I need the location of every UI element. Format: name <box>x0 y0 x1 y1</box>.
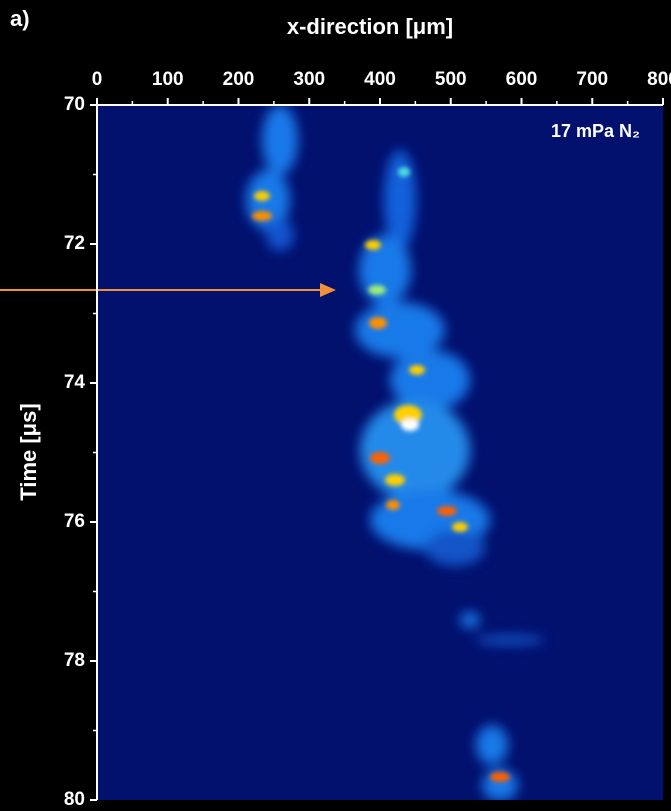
arrow-head <box>320 283 336 297</box>
y-tick-label: 70 <box>64 94 85 115</box>
y-tick-label: 72 <box>64 233 85 254</box>
x-tick-label: 800 <box>647 69 671 90</box>
panel-label: a) <box>10 6 30 31</box>
y-tick-label: 74 <box>64 372 86 393</box>
x-tick-label: 0 <box>92 69 103 90</box>
y-tick-label: 80 <box>64 789 85 810</box>
x-tick-label: 500 <box>435 69 467 90</box>
y-axis-label: Time [μs] <box>16 403 41 500</box>
x-tick-label: 300 <box>293 69 325 90</box>
x-tick-label: 600 <box>506 69 538 90</box>
x-tick-label: 400 <box>364 69 396 90</box>
y-tick-label: 76 <box>64 511 85 532</box>
chart-title: x-direction [μm] <box>287 14 453 39</box>
x-tick-label: 200 <box>223 69 255 90</box>
heatmap-image <box>246 105 545 800</box>
annotation: 17 mPa N₂ <box>551 121 640 141</box>
x-tick-label: 700 <box>576 69 608 90</box>
y-tick-label: 78 <box>64 650 85 671</box>
x-tick-label: 100 <box>152 69 184 90</box>
